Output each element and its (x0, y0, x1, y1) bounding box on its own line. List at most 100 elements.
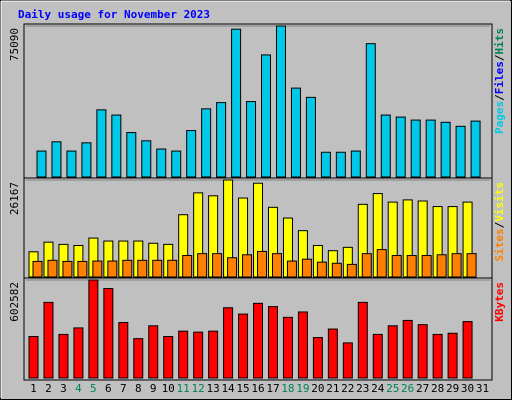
bar (43, 301, 54, 379)
bar (246, 101, 257, 178)
x-tick-label: 22 (341, 382, 354, 395)
x-tick-label: 24 (371, 382, 385, 395)
bar (346, 263, 357, 278)
bar (406, 254, 417, 278)
bar (96, 109, 107, 178)
bar (451, 253, 462, 278)
legend-item: Files (493, 61, 506, 94)
x-tick-label: 27 (416, 382, 429, 395)
bar (286, 260, 297, 278)
x-tick-label: 16 (251, 382, 264, 395)
x-tick-label: 11 (177, 382, 190, 395)
bar (133, 338, 144, 379)
bar (376, 249, 387, 278)
bar (421, 254, 432, 278)
bar (231, 28, 242, 178)
bar (92, 260, 103, 278)
bar (81, 142, 92, 178)
bar (297, 311, 308, 379)
bar (395, 116, 406, 178)
bar (361, 253, 372, 278)
legend-item: KBytes (493, 282, 506, 322)
bar (350, 150, 361, 178)
bar (201, 108, 212, 178)
bar (212, 253, 223, 278)
bar (77, 260, 88, 278)
chart-title: Daily usage for November 2023 (18, 8, 210, 21)
bar (178, 330, 189, 379)
bar (197, 253, 208, 278)
bar (391, 254, 402, 278)
y-tick-label: 602582 (8, 282, 21, 322)
bar (410, 119, 421, 178)
x-tick-label: 4 (75, 382, 82, 395)
bar (447, 332, 458, 379)
x-tick-label: 15 (236, 382, 249, 395)
bar (253, 302, 264, 379)
bar (216, 102, 227, 178)
bar (331, 262, 342, 278)
x-tick-label: 14 (221, 382, 235, 395)
bar (271, 253, 282, 278)
bar (455, 125, 466, 178)
x-tick-label: 13 (206, 382, 219, 395)
x-tick-label: 31 (476, 382, 489, 395)
x-tick-label: 26 (401, 382, 414, 395)
bar (436, 254, 447, 278)
bar (342, 342, 353, 379)
bar (103, 288, 114, 379)
legend: KBytes (493, 282, 506, 322)
bar (51, 141, 62, 178)
bar (32, 260, 43, 278)
bar (320, 151, 331, 178)
legend-separator: / (493, 94, 506, 101)
bar (238, 313, 249, 379)
legend-item: Visits (493, 182, 506, 222)
x-tick-label: 17 (266, 382, 279, 395)
bar (387, 325, 398, 379)
bar (432, 333, 443, 379)
x-tick-label: 28 (431, 382, 444, 395)
legend-item: Hits (493, 28, 506, 55)
x-tick-label: 19 (296, 382, 309, 395)
bar (122, 259, 133, 278)
x-tick-label: 10 (162, 382, 175, 395)
bar (425, 119, 436, 178)
bar (66, 150, 77, 178)
bar (62, 260, 73, 278)
x-tick-label: 23 (356, 382, 369, 395)
bar (186, 130, 197, 178)
legend: Sites/Visits (493, 182, 506, 262)
bar (118, 322, 129, 379)
bar (141, 140, 152, 178)
x-tick-label: 25 (386, 382, 399, 395)
bar (242, 254, 253, 278)
bar (88, 279, 99, 379)
legend-separator: / (493, 221, 506, 228)
legend-item: Pages (493, 101, 506, 134)
bar (227, 257, 238, 278)
bar (107, 260, 118, 278)
bar (152, 259, 163, 278)
legend: Pages/Files/Hits (493, 28, 506, 134)
legend-separator: / (493, 54, 506, 61)
bar (261, 54, 272, 178)
bar (267, 306, 278, 379)
x-tick-label: 1 (30, 382, 37, 395)
x-tick-label: 29 (446, 382, 459, 395)
bar (301, 258, 312, 278)
bar (335, 151, 346, 178)
bar (305, 96, 316, 178)
bar (208, 330, 219, 379)
x-tick-label: 7 (120, 382, 127, 395)
x-tick-label: 18 (281, 382, 294, 395)
bar (163, 336, 174, 379)
x-tick-label: 12 (192, 382, 205, 395)
bar (312, 337, 323, 379)
bar (148, 325, 159, 379)
bar (290, 87, 301, 178)
legend-item: Sites (493, 228, 506, 261)
bar (73, 327, 84, 379)
x-tick-label: 8 (135, 382, 142, 395)
bar (193, 331, 204, 379)
